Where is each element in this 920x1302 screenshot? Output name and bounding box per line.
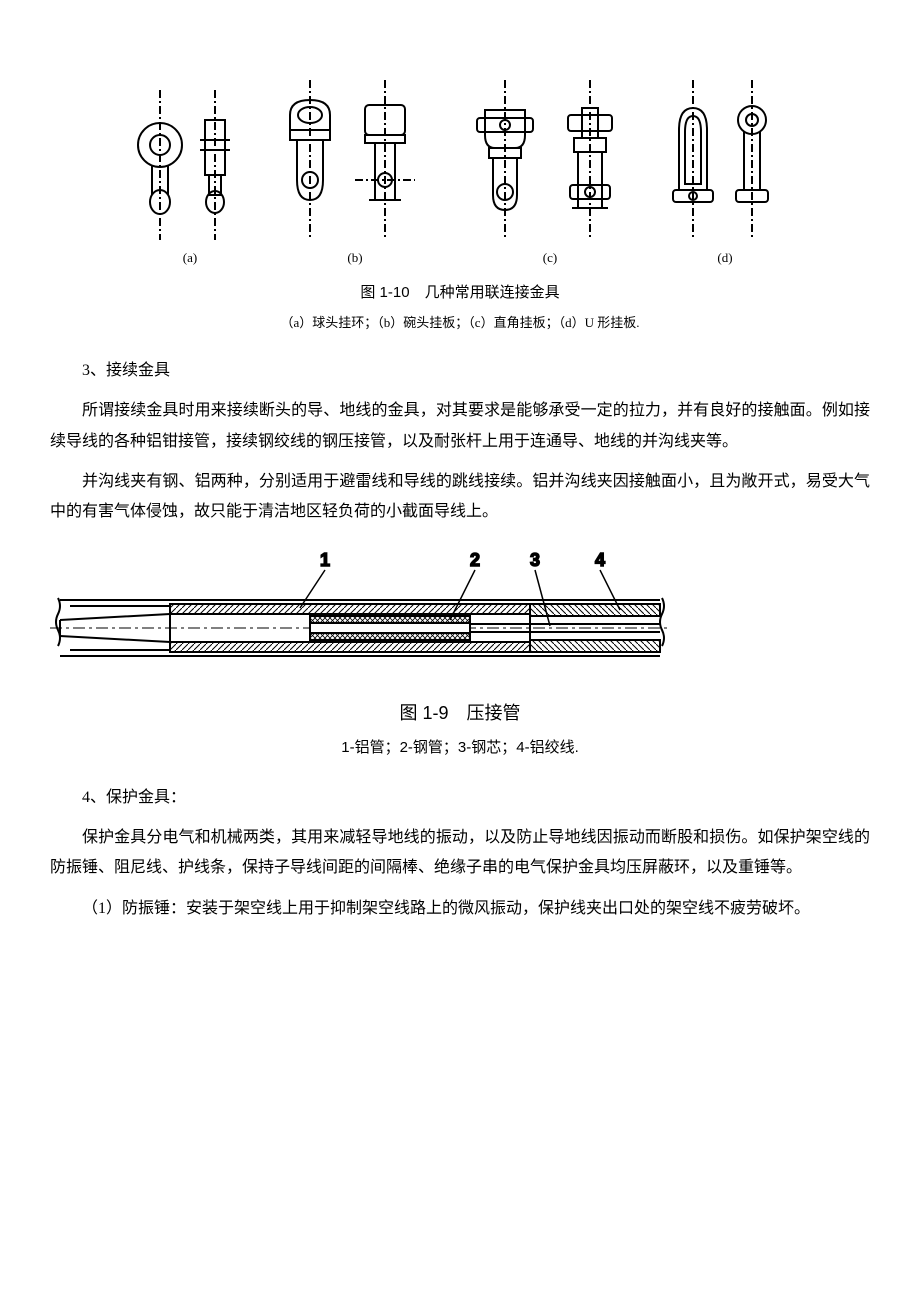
fig-d: (d) [665,80,785,271]
drawing-d [665,80,785,240]
fig-a: (a) [135,90,245,271]
section-3-title: 3、接续金具 [50,356,870,386]
callout-1: 1 [320,550,330,570]
figure-1-10-caption: 图 1-10 几种常用联连接金具 [50,279,870,308]
section-4-p1: 保护金具分电气和机械两类，其用来减轻导地线的振动，以及防止导地线因振动而断股和损… [50,823,870,884]
fig-a-label: (a) [183,246,197,271]
fig-b: (b) [275,80,435,271]
figure-1-9-caption: 图 1-9 压接管 [50,696,870,730]
section-3-p2: 并沟线夹有钢、铝两种，分别适用于避雷线和导线的跳线接续。铝并沟线夹因接触面小，且… [50,467,870,528]
callout-4: 4 [595,550,605,570]
drawing-a [135,90,245,240]
drawing-c [465,80,635,240]
figure-1-10-subcaption: （a）球头挂环；（b）碗头挂板；（c）直角挂板；（d）U 形挂板. [50,311,870,336]
section-4-p2: （1）防振锤：安装于架空线上用于抑制架空线路上的微风振动，保护线夹出口处的架空线… [50,894,870,924]
callout-2: 2 [470,550,480,570]
figure-1-9: 1 2 3 4 [50,548,870,763]
fig-d-label: (d) [717,246,732,271]
drawing-b [275,80,435,240]
fig-c: (c) [465,80,635,271]
fig-c-label: (c) [543,246,557,271]
figure-1-10: (a) [50,80,870,336]
section-4-title: 4、保护金具： [50,783,870,813]
figure-1-10-drawings: (a) [50,80,870,271]
figure-1-9-subcaption: 1-铝管；2-钢管；3-钢芯；4-铝绞线. [50,734,870,763]
section-3-p1: 所谓接续金具时用来接续断头的导、地线的金具，对其要求是能够承受一定的拉力，并有良… [50,396,870,457]
fig-b-label: (b) [347,246,362,271]
callout-3: 3 [530,550,540,570]
drawing-1-9: 1 2 3 4 [50,548,670,688]
